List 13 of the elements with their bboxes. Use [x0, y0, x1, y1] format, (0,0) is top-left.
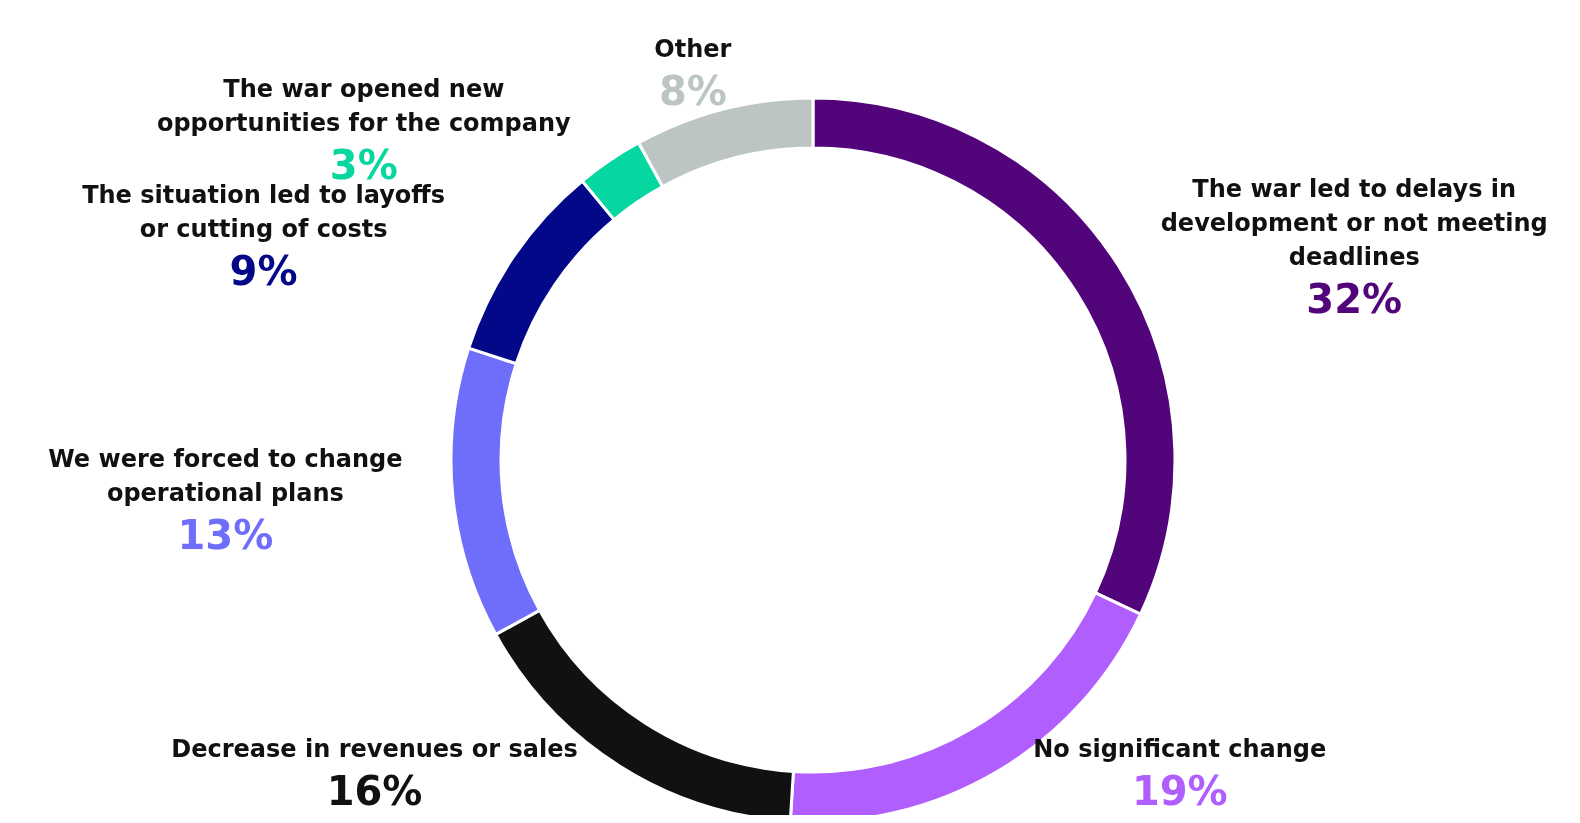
slice-label: The situation led to layoffs or cutting of costs — [82, 181, 446, 244]
slice-label: Other — [654, 34, 732, 63]
slice-label: The war led to delays in development or not meeting deadlines — [1160, 174, 1548, 271]
data-label: 8% — [658, 67, 727, 114]
slice-label: The war opened new opportunities for the company — [156, 74, 572, 137]
slice-label: We were forced to change operational plans — [48, 444, 403, 507]
data-label: 32% — [1306, 275, 1403, 322]
slice-label: Decrease in revenues or sales — [171, 735, 578, 763]
data-label: 9% — [229, 248, 298, 295]
data-label: 13% — [177, 511, 274, 558]
data-label: 19% — [1131, 768, 1228, 814]
slice-label: No significant change — [1033, 735, 1327, 763]
data-label: 16% — [326, 768, 423, 814]
